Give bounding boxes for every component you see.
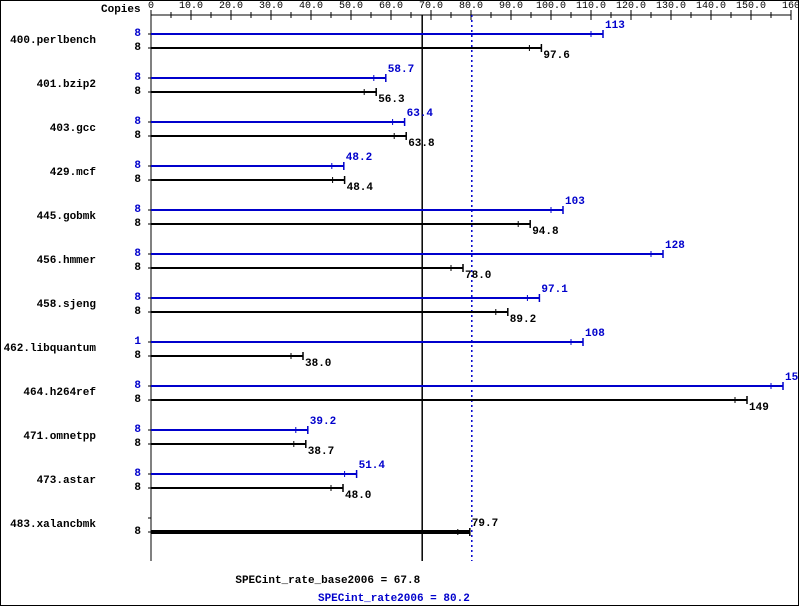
- base-val-8: 149: [749, 402, 769, 414]
- base-val-10: 48.0: [345, 490, 371, 502]
- peak-val-4: 103: [565, 196, 585, 208]
- base-val-9: 38.7: [308, 446, 334, 458]
- copies-peak-6: 8: [0, 292, 141, 304]
- copies-header: Copies: [101, 4, 141, 16]
- footer-base: SPECint_rate_base2006 = 67.8: [220, 575, 420, 587]
- copies-peak-10: 8: [0, 468, 141, 480]
- copies-peak-2: 8: [0, 116, 141, 128]
- base-val-11: 79.7: [472, 518, 498, 530]
- copies-base-5: 8: [0, 262, 141, 274]
- copies-base-8: 8: [0, 394, 141, 406]
- base-val-3: 48.4: [347, 182, 373, 194]
- peak-val-10: 51.4: [359, 460, 385, 472]
- copies-peak-8: 8: [0, 380, 141, 392]
- peak-val-2: 63.4: [407, 108, 433, 120]
- base-val-4: 94.8: [532, 226, 558, 238]
- copies-base-2: 8: [0, 130, 141, 142]
- peak-val-1: 58.7: [388, 64, 414, 76]
- copies-peak-3: 8: [0, 160, 141, 172]
- base-val-2: 63.8: [408, 138, 434, 150]
- copies-base-0: 8: [0, 42, 141, 54]
- copies-base-4: 8: [0, 218, 141, 230]
- copies-peak-4: 8: [0, 204, 141, 216]
- copies-base-9: 8: [0, 438, 141, 450]
- peak-val-9: 39.2: [310, 416, 336, 428]
- copies-peak-1: 8: [0, 72, 141, 84]
- peak-val-3: 48.2: [346, 152, 372, 164]
- copies-peak-5: 8: [0, 248, 141, 260]
- copies-base-10: 8: [0, 482, 141, 494]
- copies-peak-9: 8: [0, 424, 141, 436]
- peak-val-5: 128: [665, 240, 685, 252]
- base-val-1: 56.3: [378, 94, 404, 106]
- copies-base-3: 8: [0, 174, 141, 186]
- base-val-6: 89.2: [510, 314, 536, 326]
- base-val-0: 97.6: [543, 50, 569, 62]
- copies-peak-7: 1: [0, 336, 141, 348]
- copies-base-6: 8: [0, 306, 141, 318]
- copies-base-1: 8: [0, 86, 141, 98]
- peak-val-7: 108: [585, 328, 605, 340]
- peak-val-8: 158: [785, 372, 799, 384]
- peak-val-6: 97.1: [541, 284, 567, 296]
- copies-peak-0: 8: [0, 28, 141, 40]
- base-val-7: 38.0: [305, 358, 331, 370]
- peak-val-0: 113: [605, 20, 625, 32]
- footer-peak: SPECint_rate2006 = 80.2: [270, 593, 470, 605]
- x-tick-160: 160: [741, 1, 799, 12]
- base-val-5: 78.0: [465, 270, 491, 282]
- copies-base-7: 8: [0, 350, 141, 362]
- spec-chart: 010.020.030.040.050.060.070.080.090.0100…: [0, 0, 799, 606]
- copies-base-11: 8: [0, 526, 141, 538]
